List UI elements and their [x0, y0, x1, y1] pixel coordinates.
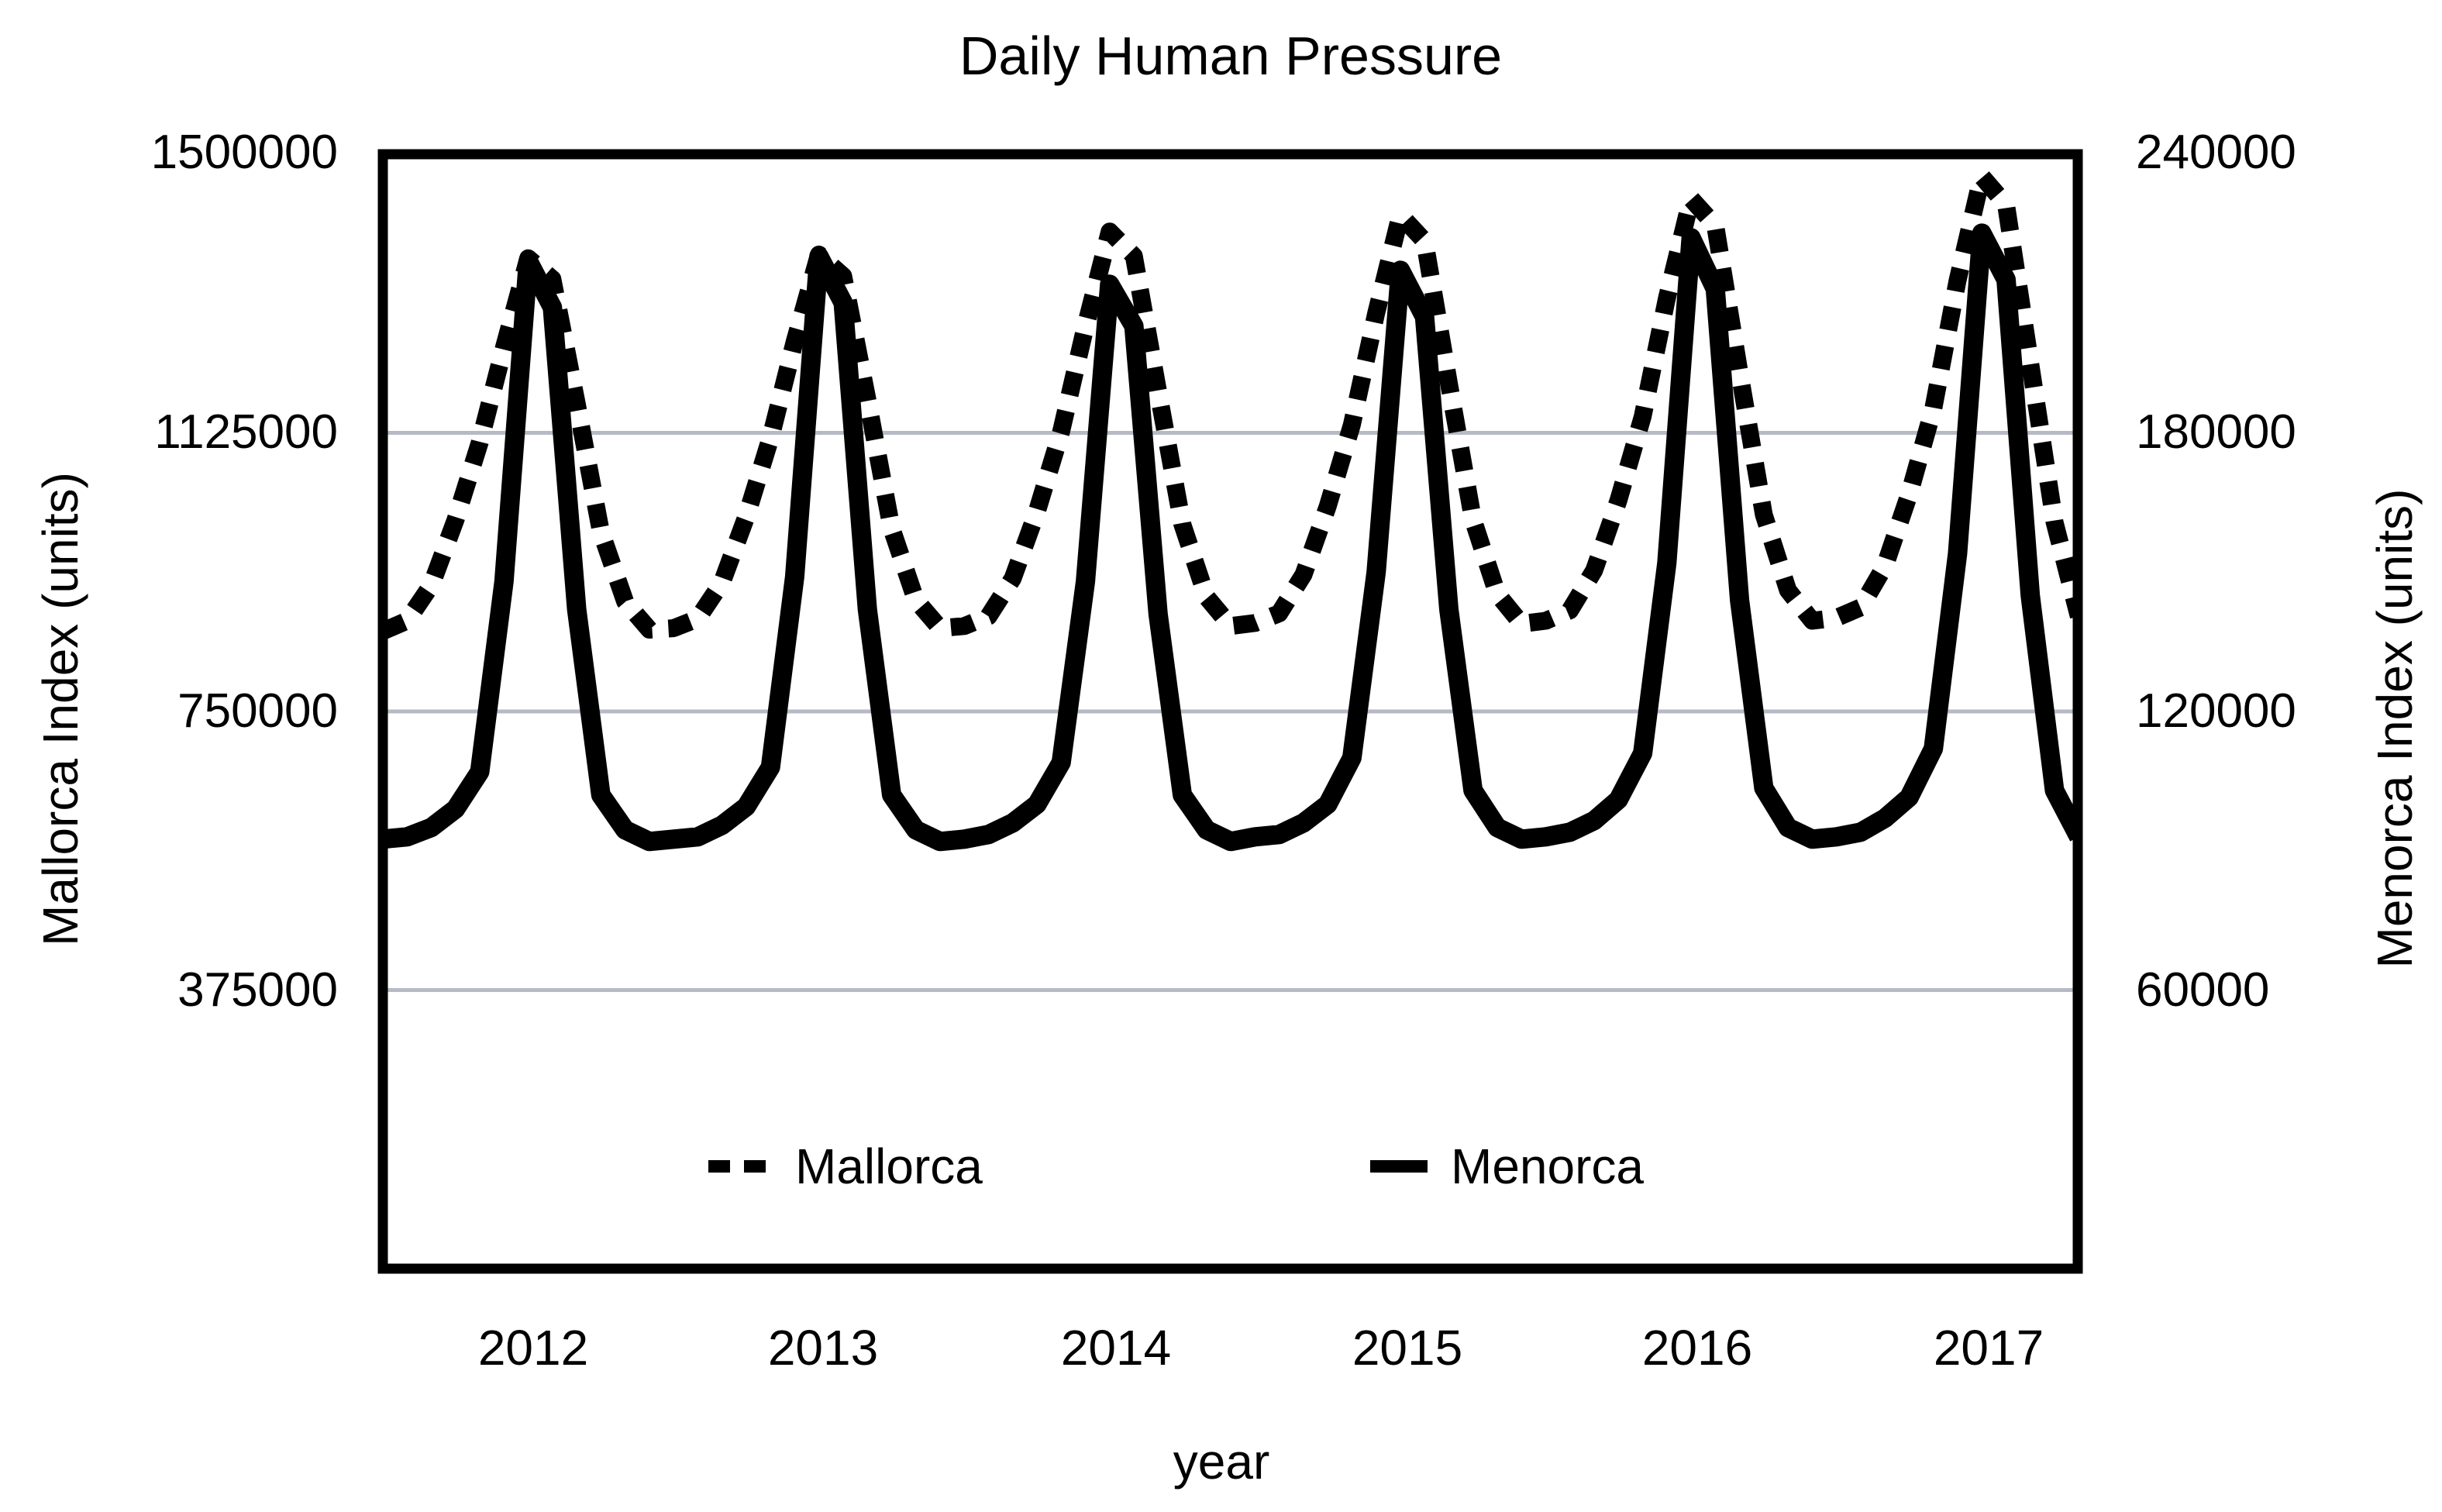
x-axis-tick-2016: 2016 [1641, 1320, 1753, 1376]
plot-border [377, 149, 2083, 1274]
left-axis-title: Mallorca Index (units) [33, 472, 88, 946]
right-axis-tick-240000: 240000 [2136, 126, 2296, 179]
x-axis-tick-2012: 2012 [477, 1320, 589, 1376]
right-axis-title: Menorca Index (units) [2367, 488, 2423, 969]
right-axis-tick-60000: 60000 [2136, 963, 2270, 1017]
x-axis-tick-2015: 2015 [1352, 1320, 1463, 1376]
legend-label-mallorca: Mallorca [795, 1138, 983, 1194]
x-axis-tick-2017: 2017 [1933, 1320, 2044, 1376]
x-axis-tick-2014: 2014 [1060, 1320, 1172, 1376]
legend-item-mallorca: Mallorca [708, 1138, 983, 1194]
left-axis-tick-750000: 750000 [177, 684, 338, 738]
series-menorca-line [381, 223, 2082, 852]
right-axis-tick-180000: 180000 [2136, 405, 2296, 459]
legend-item-menorca: Menorca [1370, 1138, 1644, 1194]
left-axis-tick-375000: 375000 [177, 963, 338, 1017]
chart-title: Daily Human Pressure [959, 26, 1503, 86]
legend-label-menorca: Menorca [1451, 1138, 1644, 1194]
x-axis-title: year [1173, 1434, 1270, 1490]
series-mallorca-line [379, 167, 2082, 640]
menorca-solid-line-icon [1370, 1160, 1428, 1173]
x-axis-tick-2013: 2013 [767, 1320, 879, 1376]
left-axis-tick-1500000: 1500000 [150, 126, 338, 179]
mallorca-dashed-line-icon [708, 1160, 766, 1173]
right-axis-tick-120000: 120000 [2136, 684, 2296, 738]
left-axis-tick-1125000: 1125000 [154, 405, 338, 459]
